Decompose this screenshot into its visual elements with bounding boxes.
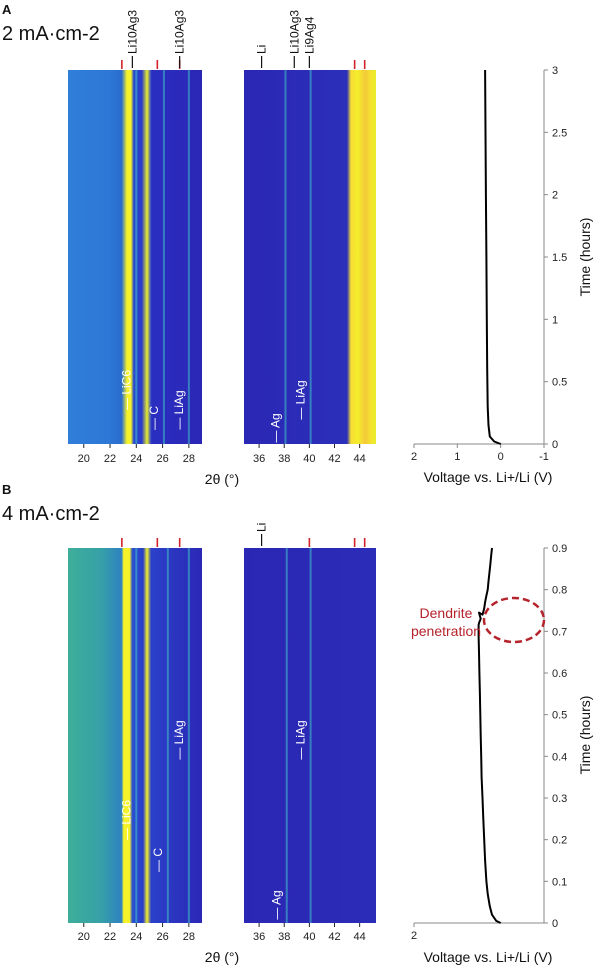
dendrite-annotation-line-0: Dendrite (420, 605, 473, 621)
phase-inside-label-b-2: — LiAg (172, 720, 186, 759)
dendrite-annotation: Dendrite penetration (411, 605, 481, 639)
xtick-label-right-b-0: 36 (253, 931, 265, 943)
xlabel-2theta-a: 2θ (°) (205, 471, 239, 487)
phase-top-label-a-0: Li10Ag3 (125, 10, 139, 54)
phase-top-label-a-3: Li10Ag3 (287, 10, 301, 54)
phase-inside-label-a-3: — Ag (268, 413, 282, 442)
xtick-label-left-a-0: 20 (78, 453, 90, 465)
phase-inside-label-a-1: — C (147, 406, 161, 430)
dendrite-annotation-line-1: penetration (411, 623, 481, 639)
xtick-label-left-b-4: 28 (183, 931, 195, 943)
watermark: 知乎 @能源学人 (489, 933, 591, 950)
ttick-label-b-1: 0.1 (552, 876, 567, 888)
phase-inside-label-a-0: — LiC6 (119, 370, 133, 410)
ylabel-time-a: Time (hours) (577, 218, 593, 297)
axes: 20 22 24 26 28 36 38 40 42 44 2 1 0 -100.511.522.5320… (78, 60, 567, 943)
voltage-curve-a-0 (484, 69, 502, 445)
xtick-label-left-a-3: 26 (156, 453, 168, 465)
xtick-label-right-a-3: 42 (328, 453, 340, 465)
phase-inside-label-b-4: — Ag (270, 890, 284, 919)
vtick-label-a-2: 0 (498, 451, 504, 463)
xtick-label-right-b-3: 42 (328, 931, 340, 943)
panel-a-title: 2 mA·cm-2 (2, 23, 100, 45)
vtick-label-b-0: 2 (411, 930, 417, 942)
xtick-label-left-a-2: 24 (130, 453, 142, 465)
vtick-label-a-1: 1 (454, 451, 460, 463)
xtick-label-left-a-1: 22 (104, 453, 116, 465)
xlabel-voltage-b: Voltage vs. Li+/Li (V) (424, 949, 553, 965)
xlabel-voltage-a: Voltage vs. Li+/Li (V) (424, 469, 553, 485)
ttick-label-a-0: 0 (552, 439, 558, 451)
xtick-label-left-b-1: 22 (104, 931, 116, 943)
ttick-label-a-2: 1 (552, 314, 558, 326)
xtick-label-right-a-1: 38 (278, 453, 290, 465)
ttick-label-b-7: 0.7 (552, 626, 567, 638)
panel-label-b: B (2, 482, 11, 497)
ttick-label-b-4: 0.4 (552, 751, 567, 763)
dendrite-ellipse (482, 596, 546, 644)
ttick-label-b-0: 0 (552, 918, 558, 930)
phase-inside-label-b-3: — LiAg (294, 720, 308, 759)
xtick-label-right-a-0: 36 (253, 453, 265, 465)
voltage-curves (477, 69, 502, 924)
vtick-label-a-0: 2 (411, 451, 417, 463)
phase-labels: Li10Ag3 Li10Ag3 Li Li10Ag3 Li9Ag4— LiC6— C — … (119, 10, 316, 920)
phase-inside-label-a-2: — LiAg (172, 390, 186, 429)
ttick-label-b-6: 0.6 (552, 668, 567, 680)
xtick-label-left-b-2: 24 (130, 931, 142, 943)
ttick-label-b-2: 0.2 (552, 835, 567, 847)
xtick-label-right-a-4: 44 (354, 453, 366, 465)
ttick-label-b-9: 0.9 (552, 543, 567, 555)
heatmap-a-left (68, 70, 202, 444)
ttick-label-b-3: 0.3 (552, 793, 567, 805)
xtick-label-left-b-3: 26 (156, 931, 168, 943)
voltage-curve-b-0 (477, 547, 502, 924)
ttick-label-a-1: 0.5 (552, 377, 567, 389)
phase-inside-label-a-4: — LiAg (294, 380, 308, 419)
phase-top-label-b-0: Li (255, 523, 269, 532)
xtick-label-left-b-0: 20 (78, 931, 90, 943)
ttick-label-a-6: 3 (552, 65, 558, 77)
phase-inside-label-b-1: — C (151, 848, 165, 872)
xlabel-2theta-b: 2θ (°) (205, 949, 239, 965)
xtick-label-right-a-2: 40 (303, 453, 315, 465)
ttick-label-b-5: 0.5 (552, 710, 567, 722)
vtick-label-a-3: -1 (539, 451, 549, 463)
xtick-label-right-b-2: 40 (303, 931, 315, 943)
xtick-label-left-a-4: 28 (183, 453, 195, 465)
xtick-label-right-b-4: 44 (354, 931, 366, 943)
xtick-label-right-b-1: 38 (278, 931, 290, 943)
ttick-label-a-4: 2 (552, 190, 558, 202)
ttick-label-a-5: 2.5 (552, 127, 567, 139)
phase-top-label-a-4: Li9Ag4 (302, 16, 316, 54)
ttick-label-b-8: 0.8 (552, 585, 567, 597)
panel-label-a: A (2, 2, 12, 17)
phase-top-label-a-2: Li (255, 45, 269, 54)
ttick-label-a-3: 1.5 (552, 252, 567, 264)
ylabel-time-b: Time (hours) (577, 696, 593, 775)
phase-top-label-a-1: Li10Ag3 (173, 10, 187, 54)
panel-b-title: 4 mA·cm-2 (2, 503, 100, 525)
heatmap-b-left (68, 548, 202, 923)
phase-inside-label-b-0: — LiC6 (119, 800, 133, 840)
peak-streaks (135, 70, 312, 923)
